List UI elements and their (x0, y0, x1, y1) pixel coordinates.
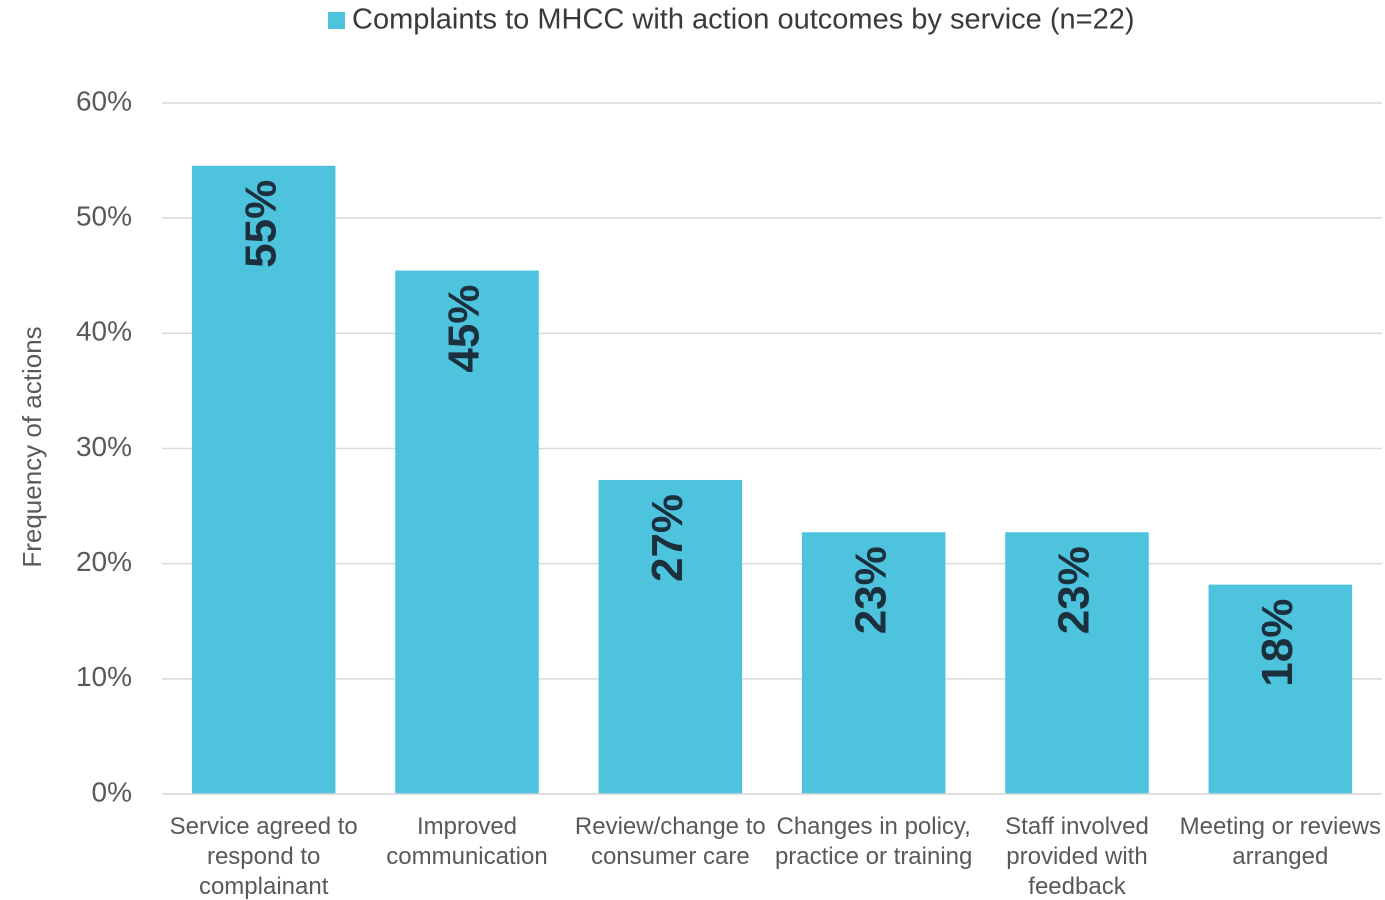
value-label: 27% (643, 494, 692, 582)
value-label: 18% (1253, 599, 1302, 687)
y-tick-label: 40% (76, 316, 132, 347)
y-tick-label: 50% (76, 201, 132, 232)
x-tick-label: Changes in policy, practice or training (774, 813, 973, 870)
bar (191, 165, 336, 794)
bar (1005, 532, 1149, 794)
bar (1208, 584, 1353, 794)
bar (801, 532, 946, 794)
y-tick-label: 10% (76, 661, 132, 692)
x-tick-label: Service agreed to respond to complainant (169, 813, 358, 900)
legend-swatch (328, 12, 345, 29)
y-tick-label: 30% (76, 431, 132, 462)
x-tick-label: Staff involved provided with feedback (1005, 813, 1149, 900)
value-label: 45% (440, 285, 489, 373)
y-tick-label: 60% (76, 85, 132, 116)
value-label: 23% (846, 546, 895, 634)
bar (598, 479, 743, 794)
x-tick-label: Meeting or reviews arranged (1179, 813, 1382, 870)
y-axis-title: Frequency of actions (17, 326, 47, 567)
x-tick-label: Improved communication (386, 813, 548, 870)
bar (395, 270, 539, 794)
legend-label: Complaints to MHCC with action outcomes … (352, 4, 1135, 36)
value-label: 55% (236, 180, 285, 268)
x-tick-label: Review/change to consumer care (574, 813, 766, 870)
y-tick-label: 20% (76, 546, 132, 577)
value-label: 23% (1050, 546, 1099, 634)
y-tick-label: 0% (92, 776, 132, 807)
